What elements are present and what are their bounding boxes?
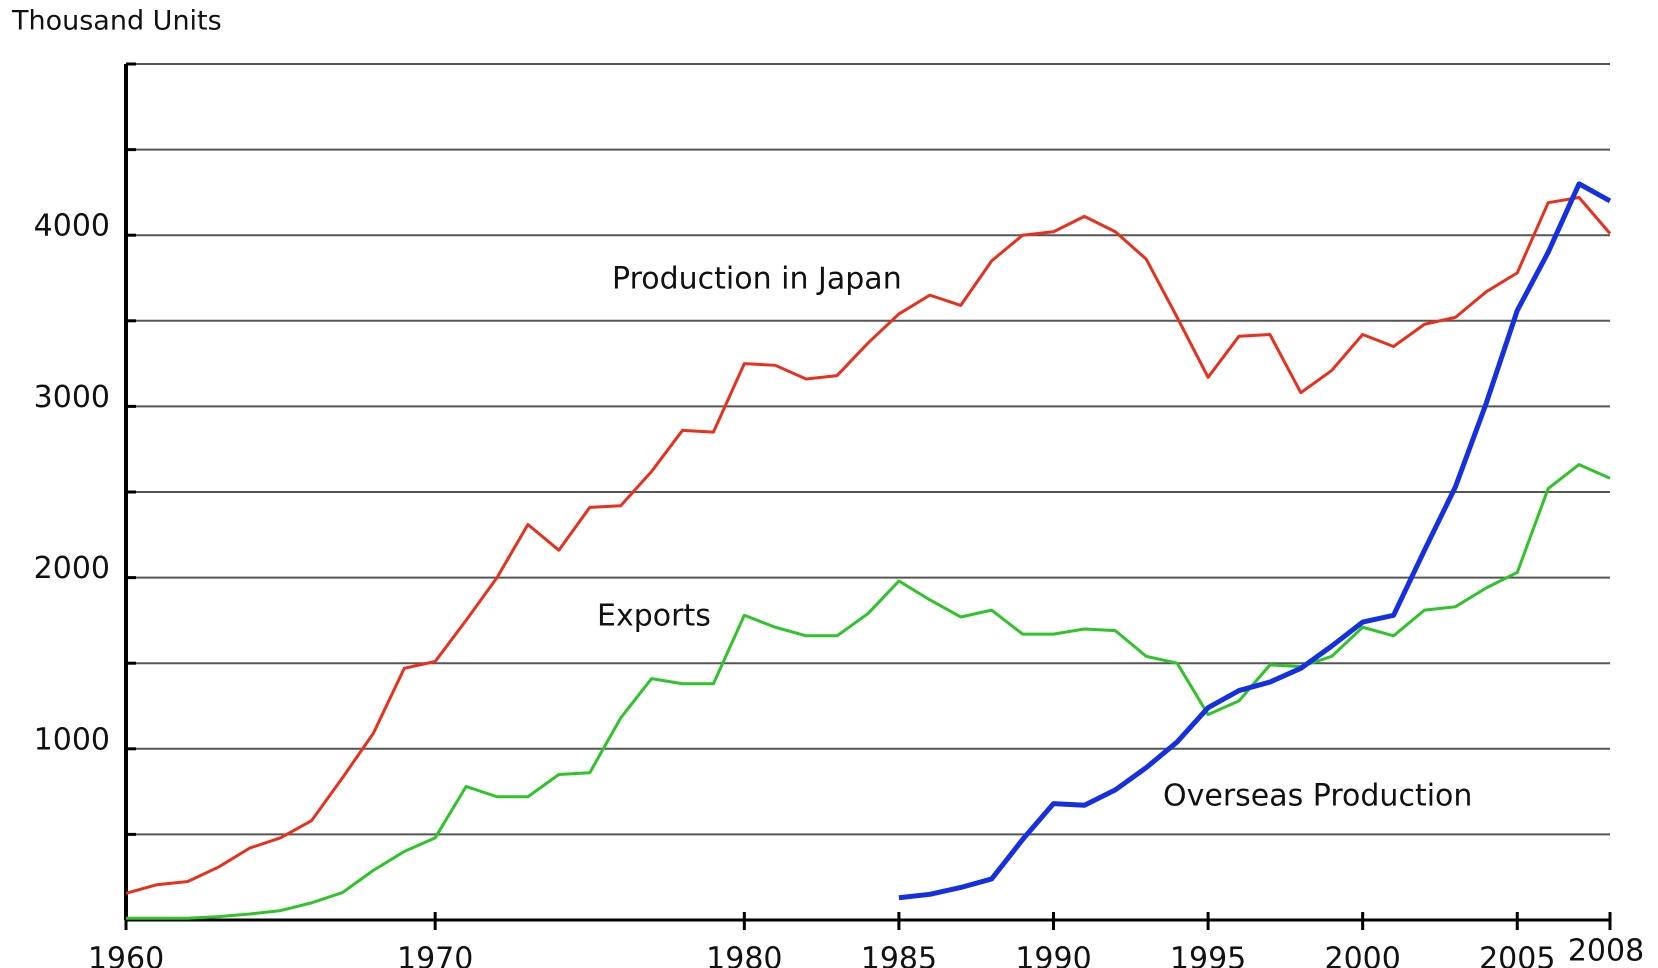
x-tick-label: 2008 — [1568, 934, 1644, 968]
series-label: Exports — [597, 599, 711, 634]
y-tick-label: 1000 — [34, 722, 110, 757]
x-tick-label: 1970 — [397, 942, 473, 968]
y-tick-label: 3000 — [34, 380, 110, 415]
series-line — [126, 463, 1611, 920]
x-tick-label: 1980 — [706, 942, 782, 968]
x-tick-label: 2000 — [1324, 942, 1400, 968]
y-tick-label: 4000 — [34, 209, 110, 244]
x-tick-label: 2005 — [1479, 942, 1555, 968]
series-line — [125, 196, 1612, 895]
series-label: Overseas Production — [1163, 779, 1472, 814]
series-line — [898, 181, 1612, 901]
y-tick-label: 2000 — [34, 551, 110, 586]
x-tick-label: 1990 — [1015, 942, 1091, 968]
x-tick-label: 1995 — [1170, 942, 1246, 968]
x-tick-label: 1960 — [88, 942, 164, 968]
x-tick-label: 1985 — [861, 942, 937, 968]
series-label: Production in Japan — [612, 262, 902, 297]
y-axis-label: Thousand Units — [11, 6, 222, 37]
